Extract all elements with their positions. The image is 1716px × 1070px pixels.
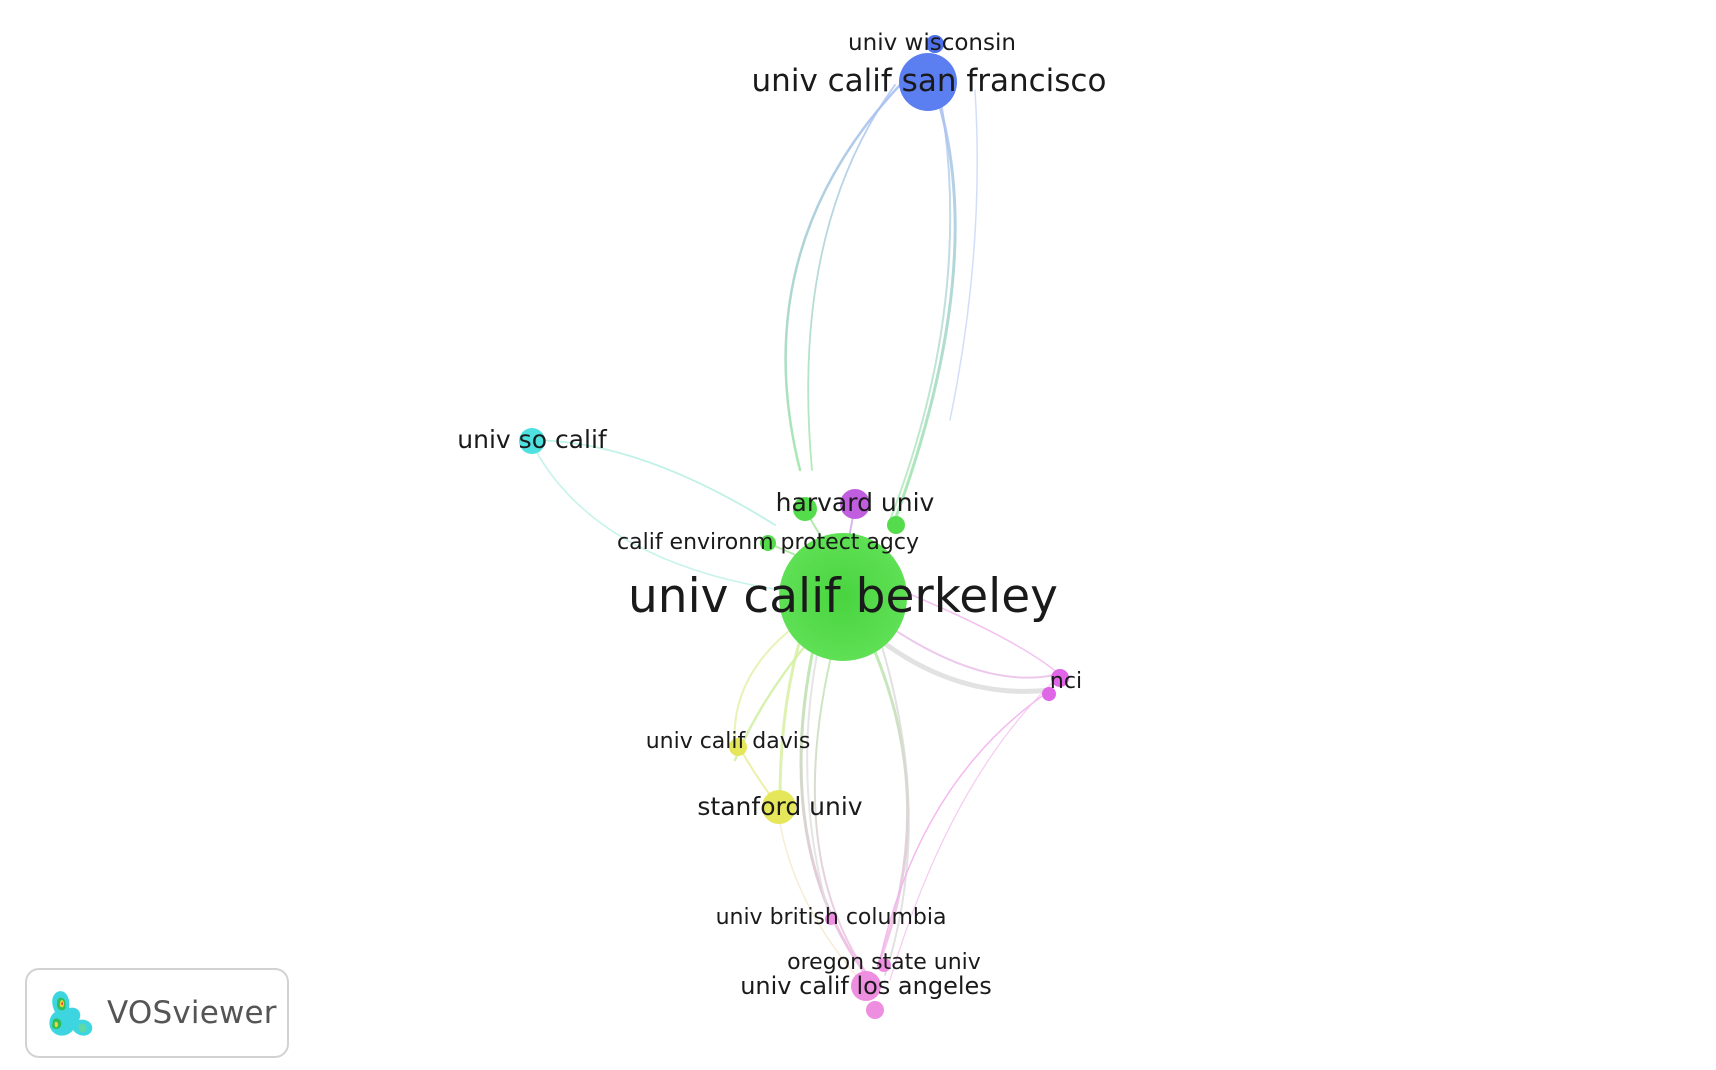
label-ucsf: univ calif san francisco: [752, 63, 1107, 99]
edge-berkeley-usc: [529, 439, 776, 526]
vosviewer-brand-text: VOSviewer: [107, 995, 277, 1031]
node-ucsf[interactable]: [899, 53, 957, 111]
edge-nci-oregon: [889, 679, 1056, 981]
label-nci: nci: [1050, 669, 1082, 694]
node-calepa[interactable]: [760, 535, 776, 551]
node-berkeley[interactable]: [779, 533, 907, 661]
edge-berkeley-ubc: [806, 639, 831, 919]
node-oregon[interactable]: [877, 958, 891, 972]
edge-green-ucsf: [893, 88, 957, 522]
vosviewer-badge: VOSviewer: [25, 968, 289, 1058]
label-berkeley: univ calif berkeley: [628, 569, 1058, 624]
node-green2[interactable]: [887, 516, 905, 534]
edge-stanford-ucla: [777, 809, 861, 981]
node-davis[interactable]: [729, 738, 747, 756]
edge-berkeley-oregon-2: [879, 639, 910, 976]
edge-berkeley-nci: [877, 637, 1053, 694]
edge-berkeley-ucla-2: [813, 639, 876, 986]
label-wisconsin: univ wisconsin: [848, 30, 1016, 56]
label-oregon: oregon state univ: [787, 950, 981, 975]
edge-green-ucsf-2: [889, 94, 952, 521]
label-calepa: calif environm protect agcy: [617, 530, 919, 555]
edge-berkeley-ucsf: [784, 83, 902, 472]
edge-berkeley-ucla: [799, 638, 872, 982]
label-harvard: harvard univ: [776, 488, 935, 517]
node-green1[interactable]: [793, 497, 817, 521]
label-davis: univ calif davis: [646, 729, 811, 754]
nodes: [519, 35, 1069, 1019]
node-ucla[interactable]: [851, 971, 881, 1001]
node-harvard[interactable]: [840, 489, 870, 519]
edge-berkeley-nci-2: [879, 619, 1056, 679]
edge-berkeley-usc-2: [529, 439, 781, 591]
label-ucla: univ calif los angeles: [740, 972, 992, 1000]
label-stanford: stanford univ: [697, 792, 862, 821]
node-stanford[interactable]: [762, 790, 796, 824]
edge-nci-ucla: [879, 691, 1049, 961]
node-nci[interactable]: [1051, 669, 1069, 687]
edge-berkeley-davis: [733, 629, 791, 746]
label-ubc: univ british columbia: [716, 905, 947, 930]
edge-nci-ucsf: [949, 89, 978, 421]
labels: univ wisconsin univ calif san francisco …: [457, 30, 1106, 1000]
edge-berkeley-ucsf-2: [807, 84, 896, 471]
node-wisconsin[interactable]: [926, 35, 944, 53]
label-usc: univ so calif: [457, 425, 608, 454]
node-usc[interactable]: [519, 428, 545, 454]
edge-berkeley-nci-3: [899, 589, 1061, 676]
vosviewer-logo-icon: [49, 991, 93, 1036]
node-ubc[interactable]: [825, 913, 837, 925]
node-pink2[interactable]: [866, 1001, 884, 1019]
node-magenta2[interactable]: [1042, 687, 1056, 701]
